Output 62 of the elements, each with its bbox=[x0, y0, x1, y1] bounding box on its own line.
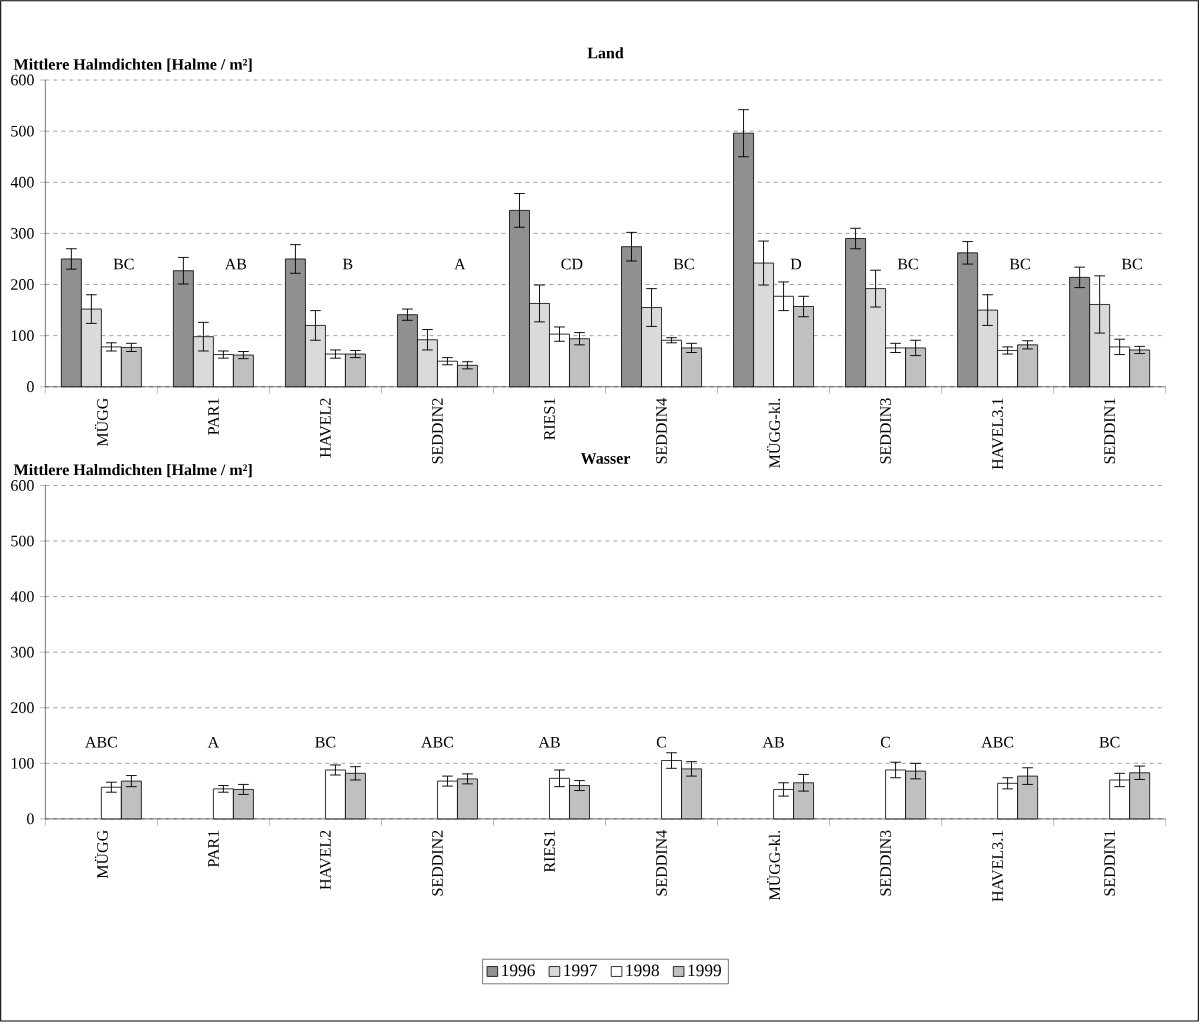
x-tick-label: PAR1 bbox=[208, 398, 219, 436]
x-tick-label: HAVEL2 bbox=[320, 398, 331, 458]
y-axis-title: Mittlere Halmdichten [Halme / m²] bbox=[13, 58, 252, 72]
chart-title: Wasser bbox=[580, 453, 631, 465]
y-tick-label: 500 bbox=[11, 125, 34, 137]
x-tick-label: RIES1 bbox=[544, 398, 555, 441]
annotation: AB bbox=[224, 258, 247, 270]
y-tick-label: 300 bbox=[11, 228, 34, 239]
annotation: BC bbox=[315, 737, 336, 748]
x-tick-label: SEDDIN1 bbox=[1104, 830, 1116, 896]
y-tick-label: 600 bbox=[11, 74, 34, 86]
x-tick-label: MÜGG-kl. bbox=[766, 398, 781, 469]
x-tick-label: SEDDIN2 bbox=[432, 398, 443, 464]
legend-label: 1999 bbox=[688, 964, 721, 977]
x-tick-label: RIES1 bbox=[544, 830, 555, 873]
x-tick-label: HAVEL3.1 bbox=[992, 398, 1004, 470]
annotation: D bbox=[790, 259, 802, 270]
annotation: C bbox=[880, 737, 891, 748]
annotation: ABC bbox=[981, 737, 1014, 748]
y-tick-label: 300 bbox=[11, 646, 34, 658]
chart-title: Land bbox=[587, 47, 624, 59]
legend-label: 1998 bbox=[626, 964, 659, 977]
x-tick-label: PAR1 bbox=[208, 830, 219, 868]
x-tick-label: MÜGG bbox=[94, 830, 108, 879]
y-tick-label: 100 bbox=[11, 330, 34, 342]
y-tick-label: 200 bbox=[11, 279, 34, 291]
y-tick-label: 400 bbox=[10, 591, 34, 603]
annotation: C bbox=[656, 737, 666, 748]
y-tick-label: 100 bbox=[11, 758, 34, 769]
annotation: CD bbox=[561, 258, 583, 270]
annotation: ABC bbox=[85, 737, 117, 748]
x-tick-label: SEDDIN3 bbox=[880, 830, 891, 896]
x-tick-label: SEDDIN4 bbox=[656, 398, 667, 464]
annotation: BC bbox=[897, 258, 918, 270]
y-tick-label: 200 bbox=[11, 702, 34, 714]
y-tick-label: 0 bbox=[27, 381, 34, 393]
legend-label: 1997 bbox=[564, 964, 598, 977]
y-tick-label: 500 bbox=[11, 535, 34, 547]
x-tick-label: SEDDIN4 bbox=[656, 830, 667, 896]
annotation: AB bbox=[762, 737, 784, 748]
annotation: B bbox=[342, 259, 353, 270]
y-axis-title: Mittlere Halmdichten [Halme / m²] bbox=[13, 464, 252, 478]
y-tick-label: 0 bbox=[27, 813, 34, 825]
x-tick-label: HAVEL2 bbox=[320, 830, 331, 890]
annotation: A bbox=[454, 258, 466, 270]
x-tick-label: SEDDIN2 bbox=[432, 830, 443, 896]
annotation: BC bbox=[673, 258, 694, 270]
x-tick-label: HAVEL3.1 bbox=[992, 830, 1004, 902]
y-tick-label: 600 bbox=[11, 480, 34, 492]
legend-label: 1996 bbox=[502, 964, 535, 977]
annotation: ABC bbox=[421, 737, 454, 748]
y-tick-label: 400 bbox=[10, 177, 34, 188]
x-tick-label: MÜGG bbox=[94, 398, 108, 447]
annotation: A bbox=[207, 737, 220, 748]
x-tick-label: SEDDIN1 bbox=[1104, 398, 1116, 464]
annotation: AB bbox=[538, 737, 560, 748]
annotation: BC bbox=[1099, 737, 1120, 748]
x-tick-label: MÜGG-kl. bbox=[766, 831, 781, 901]
x-tick-label: SEDDIN3 bbox=[880, 398, 891, 464]
annotation: BC bbox=[113, 258, 134, 270]
annotation: BC bbox=[1121, 258, 1142, 270]
annotation: BC bbox=[1009, 258, 1030, 270]
